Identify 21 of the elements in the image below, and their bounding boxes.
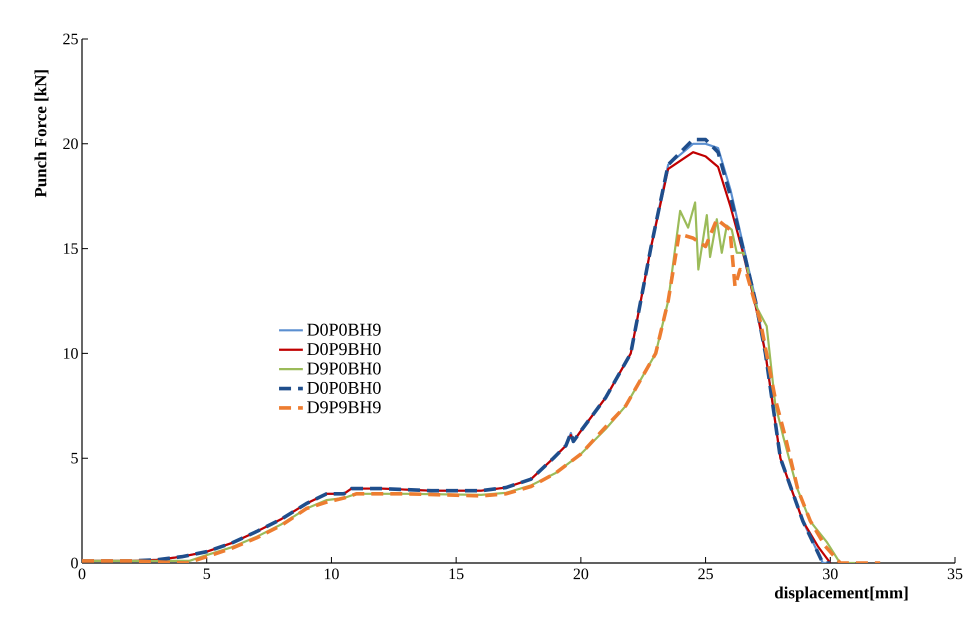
x-tick-label: 15 (450, 568, 464, 580)
legend-label: D0P0BH0 (307, 382, 381, 394)
x-tick-label: 35 (948, 568, 962, 580)
legend-label: D9P9BH9 (307, 401, 381, 414)
y-tick-label: 0 (71, 558, 78, 568)
y-tick-label: 15 (64, 243, 78, 254)
x-tick-label: 20 (574, 568, 588, 580)
x-tick-label: 5 (204, 568, 210, 580)
y-tick-label: 10 (64, 348, 78, 359)
x-tick-label: 25 (698, 568, 713, 580)
legend-label: D9P0BH0 (307, 362, 381, 375)
y-tick-label: 5 (71, 452, 78, 464)
x-tick-label: 30 (823, 568, 838, 580)
y-tick-label: 25 (63, 34, 78, 44)
legend-label: D0P9BH0 (307, 343, 381, 356)
x-axis-title: displacement[mm] (774, 586, 908, 602)
legend-label: D0P0BH9 (307, 324, 381, 336)
y-tick-label: 20 (63, 138, 78, 150)
y-axis-title: Punch Force [kN] (34, 70, 48, 198)
x-tick-label: 0 (78, 568, 86, 580)
x-tick-label: 10 (324, 568, 339, 580)
